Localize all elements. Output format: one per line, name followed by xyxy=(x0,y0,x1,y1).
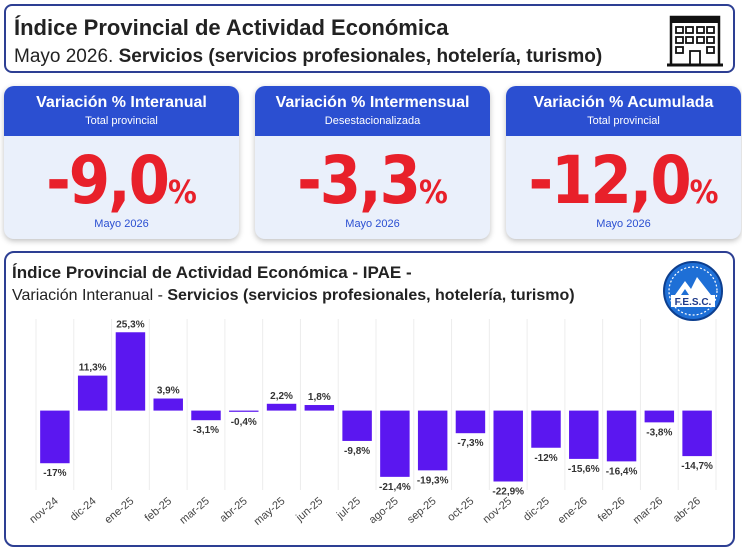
data-label: -3,8% xyxy=(646,427,672,438)
x-tick-label: dic-25 xyxy=(521,495,552,523)
data-label: -17% xyxy=(43,468,66,479)
x-tick-label: dic-24 xyxy=(68,495,99,523)
bar-dic-24 xyxy=(77,375,108,411)
page-subtitle: Mayo 2026. Servicios (servicios profesio… xyxy=(14,46,603,67)
fesc-logo: F.E.S.C. xyxy=(663,261,723,321)
card-value: -9,0% xyxy=(46,142,197,219)
bar-oct-25 xyxy=(455,410,486,434)
card-interanual: Variación % Interanual Total provincial … xyxy=(4,86,239,239)
bar-feb-25 xyxy=(153,398,183,411)
data-label: -14,7% xyxy=(681,461,713,472)
data-label: 3,9% xyxy=(157,386,180,397)
data-label: -3,1% xyxy=(193,425,219,436)
data-label: -19,3% xyxy=(417,475,449,486)
data-label: 25,3% xyxy=(116,319,144,330)
card-subtitle: Desestacionalizada xyxy=(324,115,421,127)
x-tick-label: ago-25 xyxy=(367,495,401,526)
bar-sep-25 xyxy=(417,410,448,471)
chart-title: Índice Provincial de Actividad Económica… xyxy=(12,263,412,282)
card-subtitle: Total provincial xyxy=(587,115,660,127)
bar-jun-25 xyxy=(304,405,335,411)
x-tick-label: nov-25 xyxy=(481,495,514,526)
x-tick-label: nov-24 xyxy=(27,495,60,526)
card-footer: Mayo 2026 xyxy=(94,218,149,230)
x-tick-label: ene-25 xyxy=(102,495,136,526)
bar-ene-26 xyxy=(569,410,599,459)
card-footer: Mayo 2026 xyxy=(345,218,400,230)
bar-mar-25 xyxy=(191,410,221,421)
bar-nov-25 xyxy=(493,410,523,482)
page-title: Índice Provincial de Actividad Económica xyxy=(14,15,449,40)
data-label: -12% xyxy=(534,453,557,464)
building-icon xyxy=(667,15,723,67)
data-label: -15,6% xyxy=(568,464,600,475)
x-tick-label: feb-26 xyxy=(596,495,628,524)
data-label: -9,8% xyxy=(344,446,370,457)
x-tick-label: feb-25 xyxy=(143,495,175,524)
x-tick-label: may-25 xyxy=(252,495,288,528)
card-title: Variación % Interanual xyxy=(36,94,207,111)
x-tick-label: jul-25 xyxy=(334,495,363,522)
x-tick-label: ene-26 xyxy=(556,495,590,526)
card-title: Variación % Acumulada xyxy=(533,94,714,111)
data-label: 2,2% xyxy=(270,391,293,402)
bar-mar-26 xyxy=(644,410,675,423)
card-value: -3,3% xyxy=(297,142,448,219)
bar-may-25 xyxy=(266,403,297,411)
bar-jul-25 xyxy=(342,410,372,441)
card-subtitle: Total provincial xyxy=(85,115,158,127)
card-header: Variación % Interanual Total provincial xyxy=(4,86,239,136)
x-tick-label: jun-25 xyxy=(293,495,325,524)
card-value: -12,0% xyxy=(528,142,719,219)
chart-subtitle: Variación Interanual - Servicios (servic… xyxy=(12,287,575,304)
bar-ago-25 xyxy=(380,410,410,477)
x-tick-label: sep-25 xyxy=(405,495,438,526)
bar-abr-26 xyxy=(682,410,712,457)
card-intermensual: Variación % Intermensual Desestacionaliz… xyxy=(255,86,490,239)
card-header: Variación % Intermensual Desestacionaliz… xyxy=(255,86,490,136)
x-tick-label: mar-25 xyxy=(178,495,212,527)
data-label: -21,4% xyxy=(379,482,411,493)
logo-text: F.E.S.C. xyxy=(675,297,712,308)
bar-ene-25 xyxy=(115,332,146,411)
data-label: 1,8% xyxy=(308,392,331,403)
data-label: 11,3% xyxy=(79,363,107,374)
header-banner: Índice Provincial de Actividad Económica… xyxy=(4,4,735,73)
card-acumulada: Variación % Acumulada Total provincial -… xyxy=(506,86,741,239)
bar-chart: -17% nov-24 11,3% dic-24 25,3% ene-25 3,9% feb-… xyxy=(27,319,717,528)
card-title: Variación % Intermensual xyxy=(275,94,470,111)
bar-feb-26 xyxy=(606,410,637,462)
data-label: -0,4% xyxy=(231,417,257,428)
x-tick-label: abr-26 xyxy=(671,495,703,525)
card-header: Variación % Acumulada Total provincial xyxy=(506,86,741,136)
data-label: -22,9% xyxy=(492,486,524,497)
chart-panel: -17% nov-24 11,3% dic-24 25,3% ene-25 3,9% feb-… xyxy=(4,251,735,547)
data-label: -7,3% xyxy=(457,438,483,449)
data-label: -16,4% xyxy=(606,466,638,477)
bar-abr-25 xyxy=(229,410,259,412)
x-tick-label: mar-26 xyxy=(631,495,665,527)
x-tick-label: oct-25 xyxy=(445,495,476,524)
bar-nov-24 xyxy=(40,410,70,464)
x-tick-label: abr-25 xyxy=(218,495,250,525)
card-footer: Mayo 2026 xyxy=(596,218,651,230)
bar-dic-25 xyxy=(531,410,561,448)
